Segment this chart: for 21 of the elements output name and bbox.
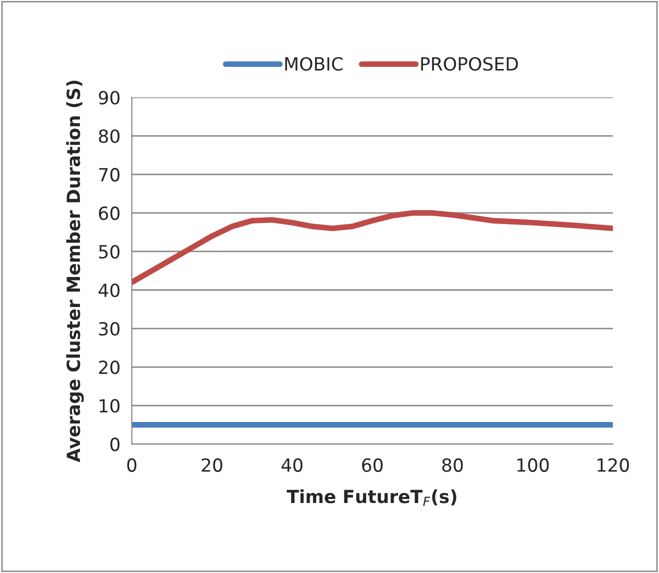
y-tick-label: 10 bbox=[100, 399, 120, 413]
y-tick-label: 80 bbox=[98, 129, 120, 144]
y-tick-label: 50 bbox=[99, 244, 120, 259]
y-tick-label: 90 bbox=[98, 90, 120, 105]
legend-label: MOBIC bbox=[285, 57, 343, 71]
x-tick-label: 40 bbox=[282, 458, 302, 472]
x-tick-label: 80 bbox=[442, 458, 463, 472]
y-tick-label: 40 bbox=[98, 283, 120, 298]
y-tick-label: 20 bbox=[99, 360, 120, 374]
legend-label: PROPOSED bbox=[421, 57, 518, 71]
y-tick-label: 60 bbox=[98, 206, 120, 220]
x-tick-label: 120 bbox=[598, 458, 629, 472]
x-tick-label: 100 bbox=[517, 458, 549, 472]
x-axis-title: Time FutureT$_{F}$(s) bbox=[286, 489, 456, 506]
y-tick-label: 70 bbox=[99, 168, 120, 182]
y-tick-label: 0 bbox=[110, 438, 120, 452]
y-axis-title: Average Cluster Member Duration (S) bbox=[66, 80, 84, 462]
x-tick-label: 0 bbox=[127, 458, 136, 472]
x-tick-label: 60 bbox=[362, 458, 383, 472]
x-tick-label: 20 bbox=[202, 458, 222, 472]
y-tick-label: 30 bbox=[99, 322, 120, 336]
